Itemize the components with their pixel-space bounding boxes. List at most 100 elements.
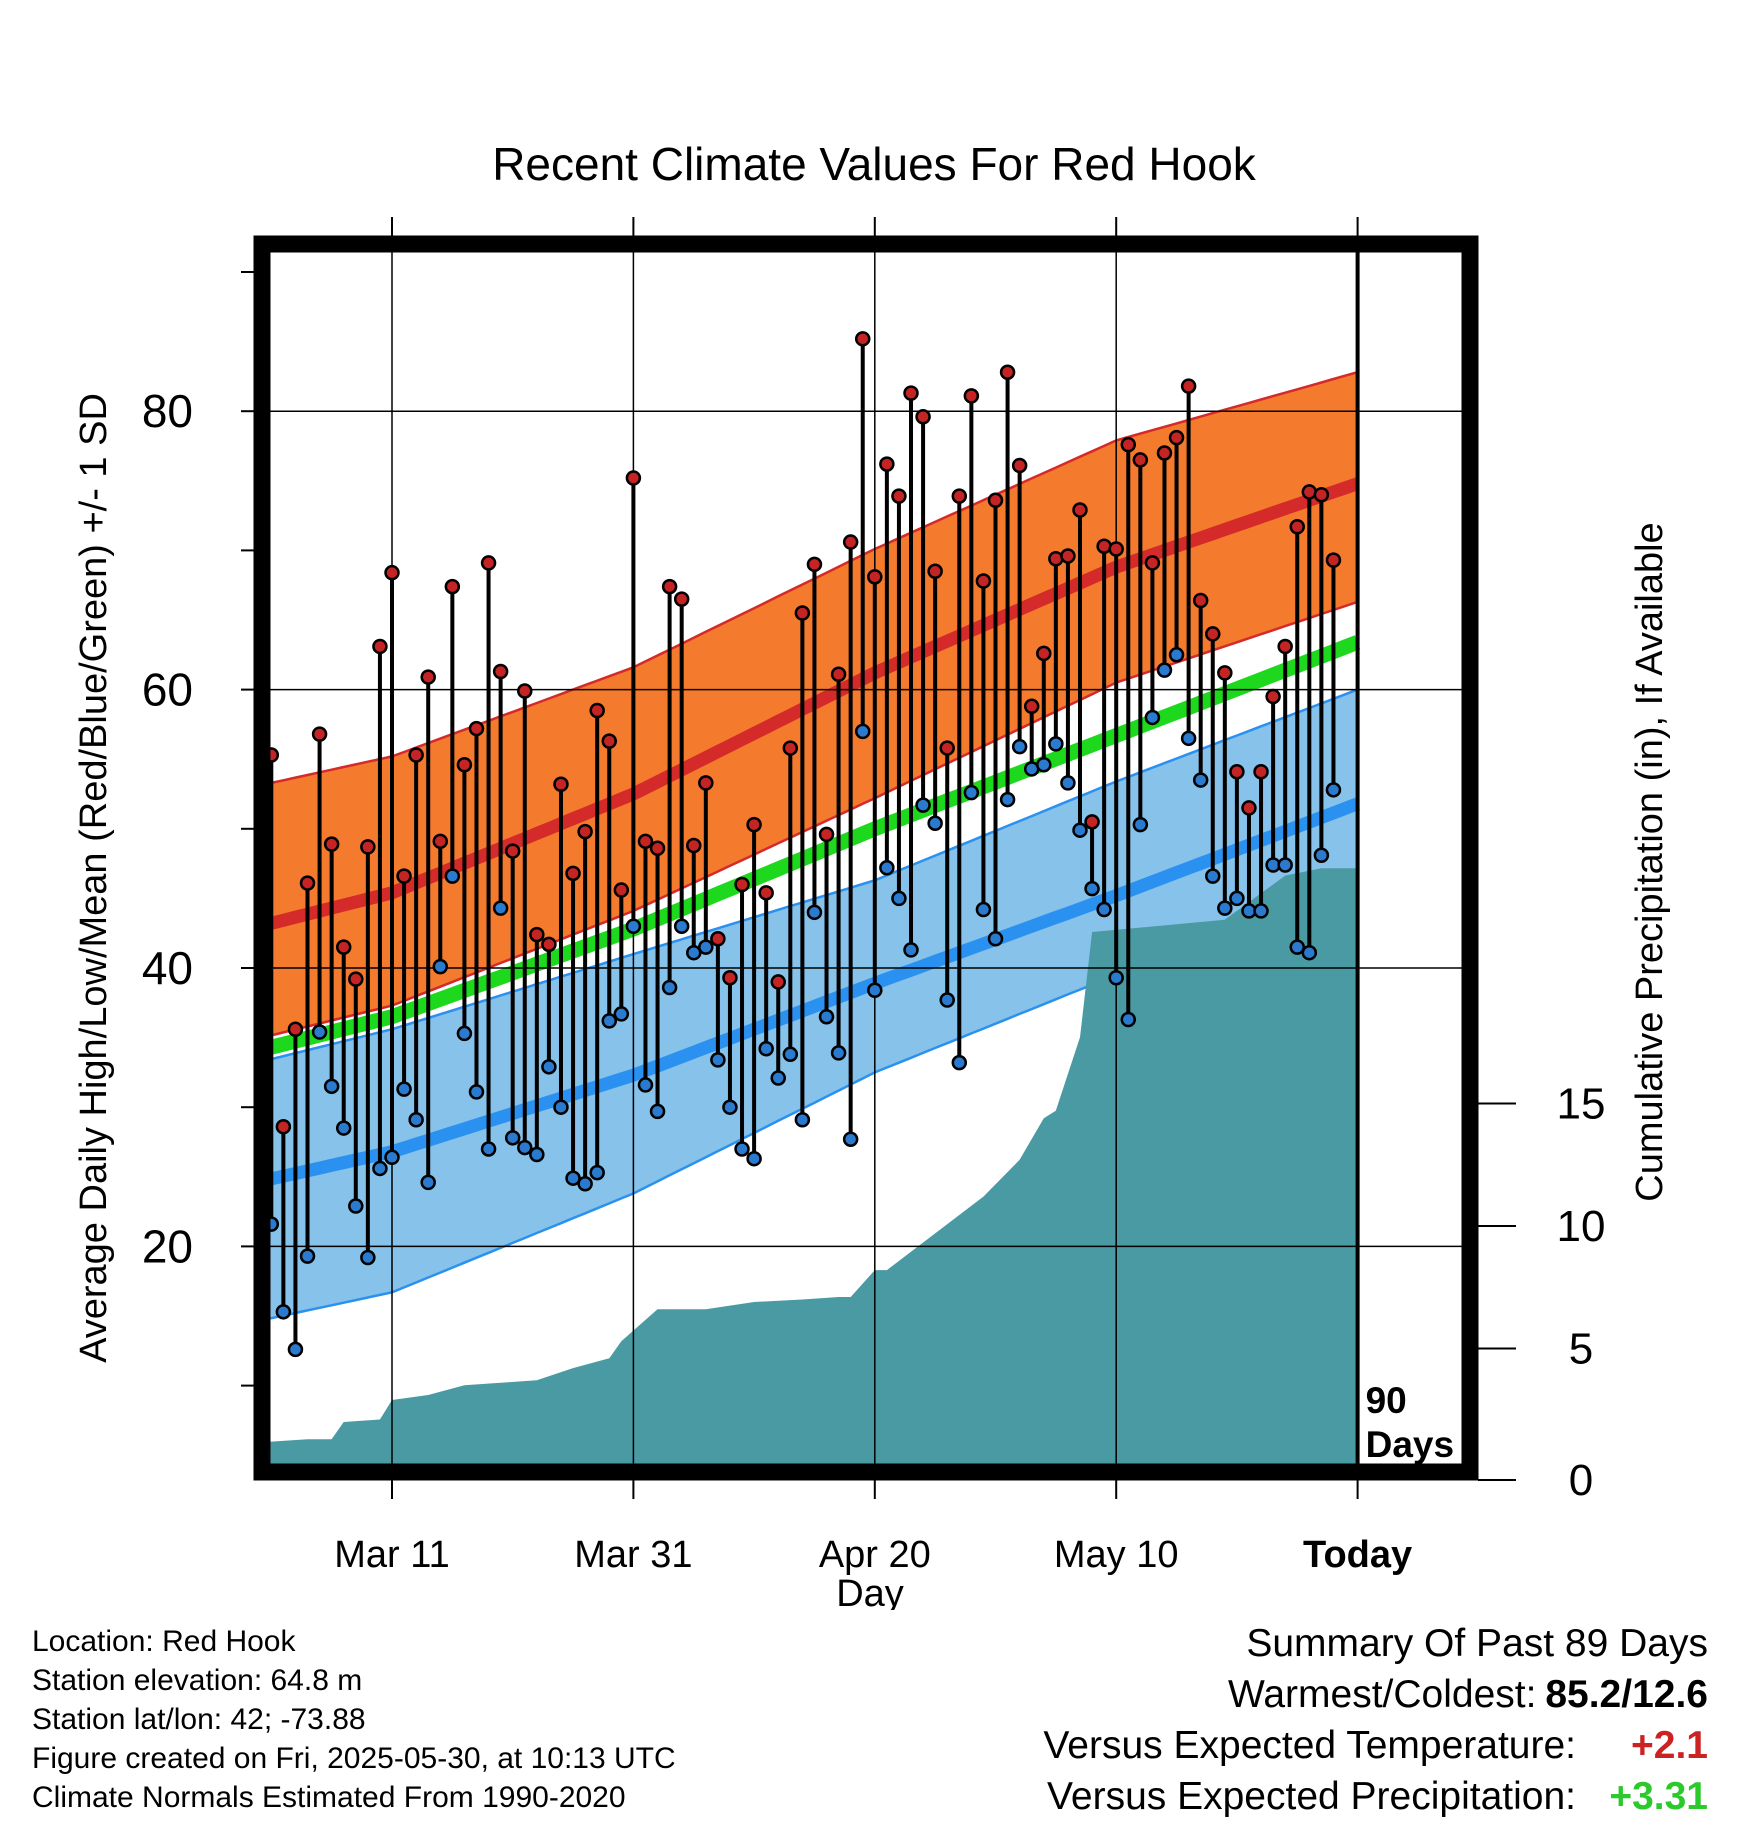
daily-low-point xyxy=(758,1040,774,1057)
daily-low-point xyxy=(541,1059,557,1075)
daily-high-point xyxy=(1253,763,1269,780)
daily-low-point xyxy=(915,797,931,813)
x-axis-label: Day xyxy=(836,1573,904,1610)
daily-high-point xyxy=(384,564,400,581)
daily-high-point xyxy=(1289,518,1305,535)
daily-high-point xyxy=(915,409,931,425)
daily-high-point xyxy=(637,833,654,850)
daily-low-point xyxy=(734,1141,750,1157)
daily-high-point xyxy=(577,823,593,840)
daily-low-point xyxy=(746,1150,762,1167)
daily-low-point xyxy=(927,815,943,831)
daily-high-point xyxy=(891,488,907,504)
daily-high-point xyxy=(734,876,750,893)
daily-low-point xyxy=(287,1341,304,1358)
daily-low-point xyxy=(372,1160,388,1177)
temp-value: +2.1 xyxy=(1631,1724,1708,1767)
summary-panel: Summary Of Past 89 Days Warmest/Coldest:… xyxy=(1043,1618,1708,1822)
daily-high-point xyxy=(601,733,618,749)
y2-tick-label: 0 xyxy=(1569,1456,1593,1505)
daily-high-point xyxy=(1241,800,1257,816)
daily-low-point xyxy=(698,939,714,955)
daily-low-point xyxy=(794,1111,811,1128)
daily-high-point xyxy=(794,605,811,621)
daily-low-point xyxy=(275,1304,292,1320)
daily-low-point xyxy=(1192,772,1209,788)
daily-low-point xyxy=(975,901,992,918)
daily-high-point xyxy=(396,868,412,884)
daily-high-point xyxy=(806,556,823,573)
daily-low-point xyxy=(601,1013,618,1029)
daily-low-point xyxy=(613,1006,630,1022)
daily-high-point xyxy=(408,747,424,763)
daily-low-point xyxy=(1048,736,1064,752)
daily-low-point xyxy=(1168,647,1185,663)
daily-low-point xyxy=(565,1170,581,1186)
daily-high-point xyxy=(565,865,581,882)
daily-low-point xyxy=(323,1078,340,1095)
daily-high-point xyxy=(432,833,449,850)
created-text: Figure created on Fri, 2025-05-30, at 10… xyxy=(32,1742,676,1775)
daily-low-point xyxy=(1011,738,1028,755)
daily-low-point xyxy=(444,868,461,884)
daily-low-point xyxy=(1060,775,1076,791)
x-tick-label: Today xyxy=(1303,1534,1412,1576)
daily-low-point xyxy=(468,1084,485,1100)
daily-low-point xyxy=(360,1249,376,1266)
daily-low-point xyxy=(649,1103,666,1120)
daily-high-point xyxy=(927,563,943,580)
daily-high-point xyxy=(1108,541,1124,557)
daily-low-point xyxy=(408,1111,424,1128)
daily-low-point xyxy=(867,982,883,999)
x-tick-label: Mar 11 xyxy=(334,1534,449,1576)
daily-high-point xyxy=(299,875,316,891)
x-tick-label: Apr 20 xyxy=(819,1534,931,1576)
high-normal-line xyxy=(262,477,1360,933)
daily-low-point xyxy=(492,900,509,916)
daily-high-point xyxy=(963,388,980,404)
daily-high-point xyxy=(1192,592,1209,609)
daily-high-point xyxy=(649,840,666,857)
precip-value: +3.31 xyxy=(1609,1775,1708,1818)
daily-low-point xyxy=(879,860,895,876)
plot-frame xyxy=(253,235,1479,1481)
daily-low-point xyxy=(504,1130,521,1146)
daily-low-point xyxy=(1036,757,1052,773)
daily-high-point xyxy=(842,534,859,550)
daily-high-point xyxy=(480,555,497,571)
station-info: Location: Red Hook Station elevation: 64… xyxy=(32,1622,676,1817)
warm-cold-row: Warmest/Coldest: 85.2/12.6 xyxy=(1043,1669,1708,1720)
daily-low-point xyxy=(589,1164,605,1181)
daily-high-point xyxy=(746,816,762,833)
daily-low-point xyxy=(830,1045,847,1061)
daily-low-point xyxy=(686,944,702,961)
daily-high-point xyxy=(553,776,569,793)
daily-high-point xyxy=(589,702,605,719)
y-tick-label: 80 xyxy=(142,385,193,437)
daily-low-point xyxy=(1072,822,1088,838)
location-text: Location: Red Hook xyxy=(32,1625,296,1658)
y-tick-label: 20 xyxy=(142,1220,193,1272)
daily-high-point xyxy=(951,488,968,504)
daily-low-point xyxy=(710,1052,726,1068)
y2-axis-label: Cumulative Precipitation (in), If Availa… xyxy=(1629,522,1671,1201)
daily-high-point xyxy=(758,885,774,901)
daily-high-point xyxy=(975,573,992,589)
daily-low-point xyxy=(456,1025,473,1042)
daily-high-point xyxy=(529,926,545,943)
x-tick-label: Mar 31 xyxy=(574,1534,692,1576)
daily-low-point xyxy=(722,1099,738,1115)
daily-high-point xyxy=(1325,552,1342,568)
daily-low-point xyxy=(1120,1011,1137,1028)
warm-cold-label: Warmest/Coldest: xyxy=(1227,1673,1537,1716)
climate-chart: Recent Climate Values For Red Hook 90Day… xyxy=(73,138,1671,1610)
daily-high-point xyxy=(335,939,352,955)
daily-high-point xyxy=(468,720,485,737)
daily-high-point xyxy=(1205,626,1221,642)
daily-low-point xyxy=(432,958,449,975)
daily-high-point xyxy=(1060,548,1076,564)
y2-tick-label: 15 xyxy=(1557,1080,1606,1129)
daily-high-point xyxy=(999,364,1016,380)
daily-low-point xyxy=(1313,847,1330,863)
daily-high-point xyxy=(939,740,955,756)
